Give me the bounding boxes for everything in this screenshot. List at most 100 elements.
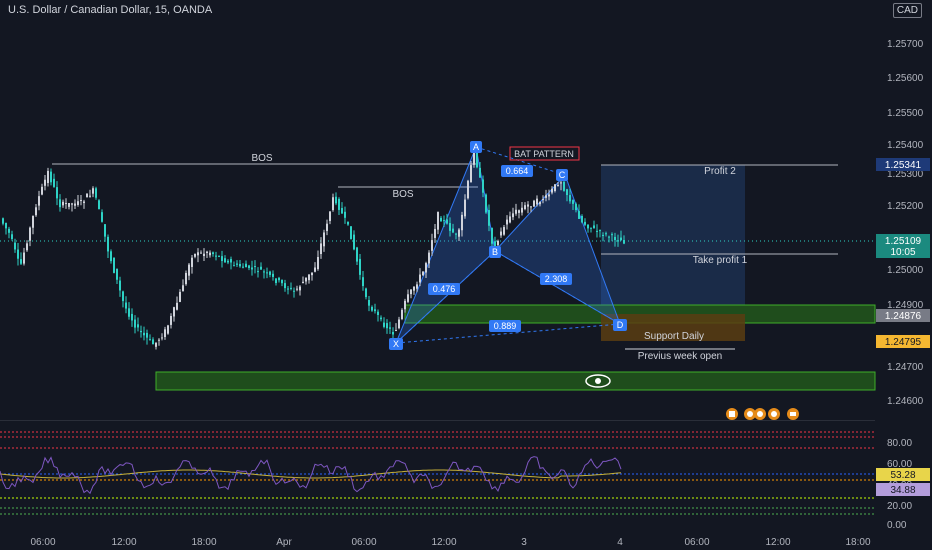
candle-body: [590, 227, 592, 229]
candle-body: [122, 291, 124, 302]
point-x-marker[interactable]: [389, 338, 403, 350]
candle-body: [557, 185, 559, 187]
candle-body: [371, 306, 373, 311]
ratio-ab-box: [501, 165, 533, 177]
candle-body: [545, 195, 547, 198]
candle-body: [8, 228, 10, 233]
candle-body: [440, 217, 442, 222]
candle-body: [242, 266, 244, 268]
candle-body: [92, 188, 94, 194]
bat-bd-line: [494, 250, 621, 325]
candle-body: [74, 203, 76, 206]
point-b-marker[interactable]: [489, 246, 501, 258]
candle-body: [311, 272, 313, 276]
candle-body: [47, 170, 49, 183]
candle-body: [368, 300, 370, 306]
candle-body: [266, 272, 268, 274]
candle-body: [170, 316, 172, 325]
candle-body: [188, 264, 190, 276]
candle-body: [206, 251, 208, 254]
ratio-ab-label: 0.664: [506, 166, 529, 176]
point-c-marker[interactable]: [556, 169, 568, 181]
ratio-bd-label: 2.308: [545, 274, 568, 284]
candle-body: [524, 205, 526, 210]
candle-body: [476, 150, 478, 168]
candle-body: [446, 219, 448, 224]
candle-body: [353, 234, 355, 250]
candle-body: [416, 284, 418, 289]
candle-body: [536, 198, 538, 205]
candle-body: [44, 179, 46, 186]
ratio-xb-label: 0.476: [433, 284, 456, 294]
candle-body: [95, 188, 97, 198]
time-tick: 12:00: [765, 537, 790, 548]
candle-body: [338, 198, 340, 210]
indicator-icons[interactable]: [726, 408, 799, 420]
take-profit-label: Take profit 1: [693, 255, 748, 266]
time-tick: 06:00: [351, 537, 376, 548]
eye-icon[interactable]: [585, 374, 611, 388]
candle-body: [383, 322, 385, 327]
profit2-label: Profit 2: [704, 166, 736, 177]
candle-body: [398, 319, 400, 329]
candle-body: [494, 241, 496, 247]
candle-body: [473, 152, 475, 165]
point-a-marker[interactable]: [470, 141, 482, 153]
candle-body: [194, 253, 196, 257]
candle-body: [50, 171, 52, 183]
candle-body: [212, 252, 214, 255]
candle-body: [521, 207, 523, 213]
price-tick: 1.25500: [887, 108, 924, 119]
candle-body: [548, 194, 550, 197]
candle-body: [410, 289, 412, 295]
candle-body: [32, 215, 34, 228]
point-b-label: B: [492, 247, 498, 257]
candle-body: [611, 234, 613, 236]
candle-body: [113, 257, 115, 273]
week-open-badge-text: 1.24795: [885, 337, 922, 348]
candle-body: [161, 337, 163, 339]
candle-body: [374, 309, 376, 312]
candle-body: [320, 243, 322, 255]
point-d-marker[interactable]: [613, 319, 627, 331]
candle-body: [584, 221, 586, 225]
candle-body: [602, 234, 604, 236]
week-open-label: Previus week open: [638, 351, 723, 362]
candle-body: [362, 277, 364, 287]
profit2-badge-text: 1.25341: [885, 160, 922, 171]
support-badge-text: 1.24876: [885, 311, 922, 322]
candle-body: [80, 199, 82, 201]
candle-body: [614, 236, 616, 241]
candle-body: [182, 285, 184, 292]
time-tick: 3: [521, 537, 527, 548]
currency-badge[interactable]: CAD: [892, 3, 922, 18]
candle-body: [464, 199, 466, 217]
candle-body: [470, 165, 472, 183]
candle-body: [515, 209, 517, 214]
candle-body: [497, 240, 499, 246]
candle-body: [317, 256, 319, 270]
candle-body: [269, 271, 271, 275]
candle-body: [5, 222, 7, 229]
price-tick: 1.25300: [887, 169, 924, 180]
candle-body: [239, 264, 241, 267]
candle-body: [563, 181, 565, 191]
candle-body: [29, 227, 31, 241]
candle-body: [581, 216, 583, 223]
point-a-label: A: [473, 142, 479, 152]
candle-body: [59, 199, 61, 208]
candle-body: [164, 329, 166, 337]
candle-body: [377, 311, 379, 315]
candle-body: [149, 339, 151, 341]
candle-body: [425, 263, 427, 273]
profit-zone: [601, 165, 745, 308]
candle-body: [479, 167, 481, 178]
candle-body: [308, 274, 310, 281]
candle-body: [533, 200, 535, 207]
candle-body: [245, 263, 247, 268]
candle-body: [191, 257, 193, 267]
candle-body: [332, 197, 334, 211]
candle-body: [407, 294, 409, 302]
